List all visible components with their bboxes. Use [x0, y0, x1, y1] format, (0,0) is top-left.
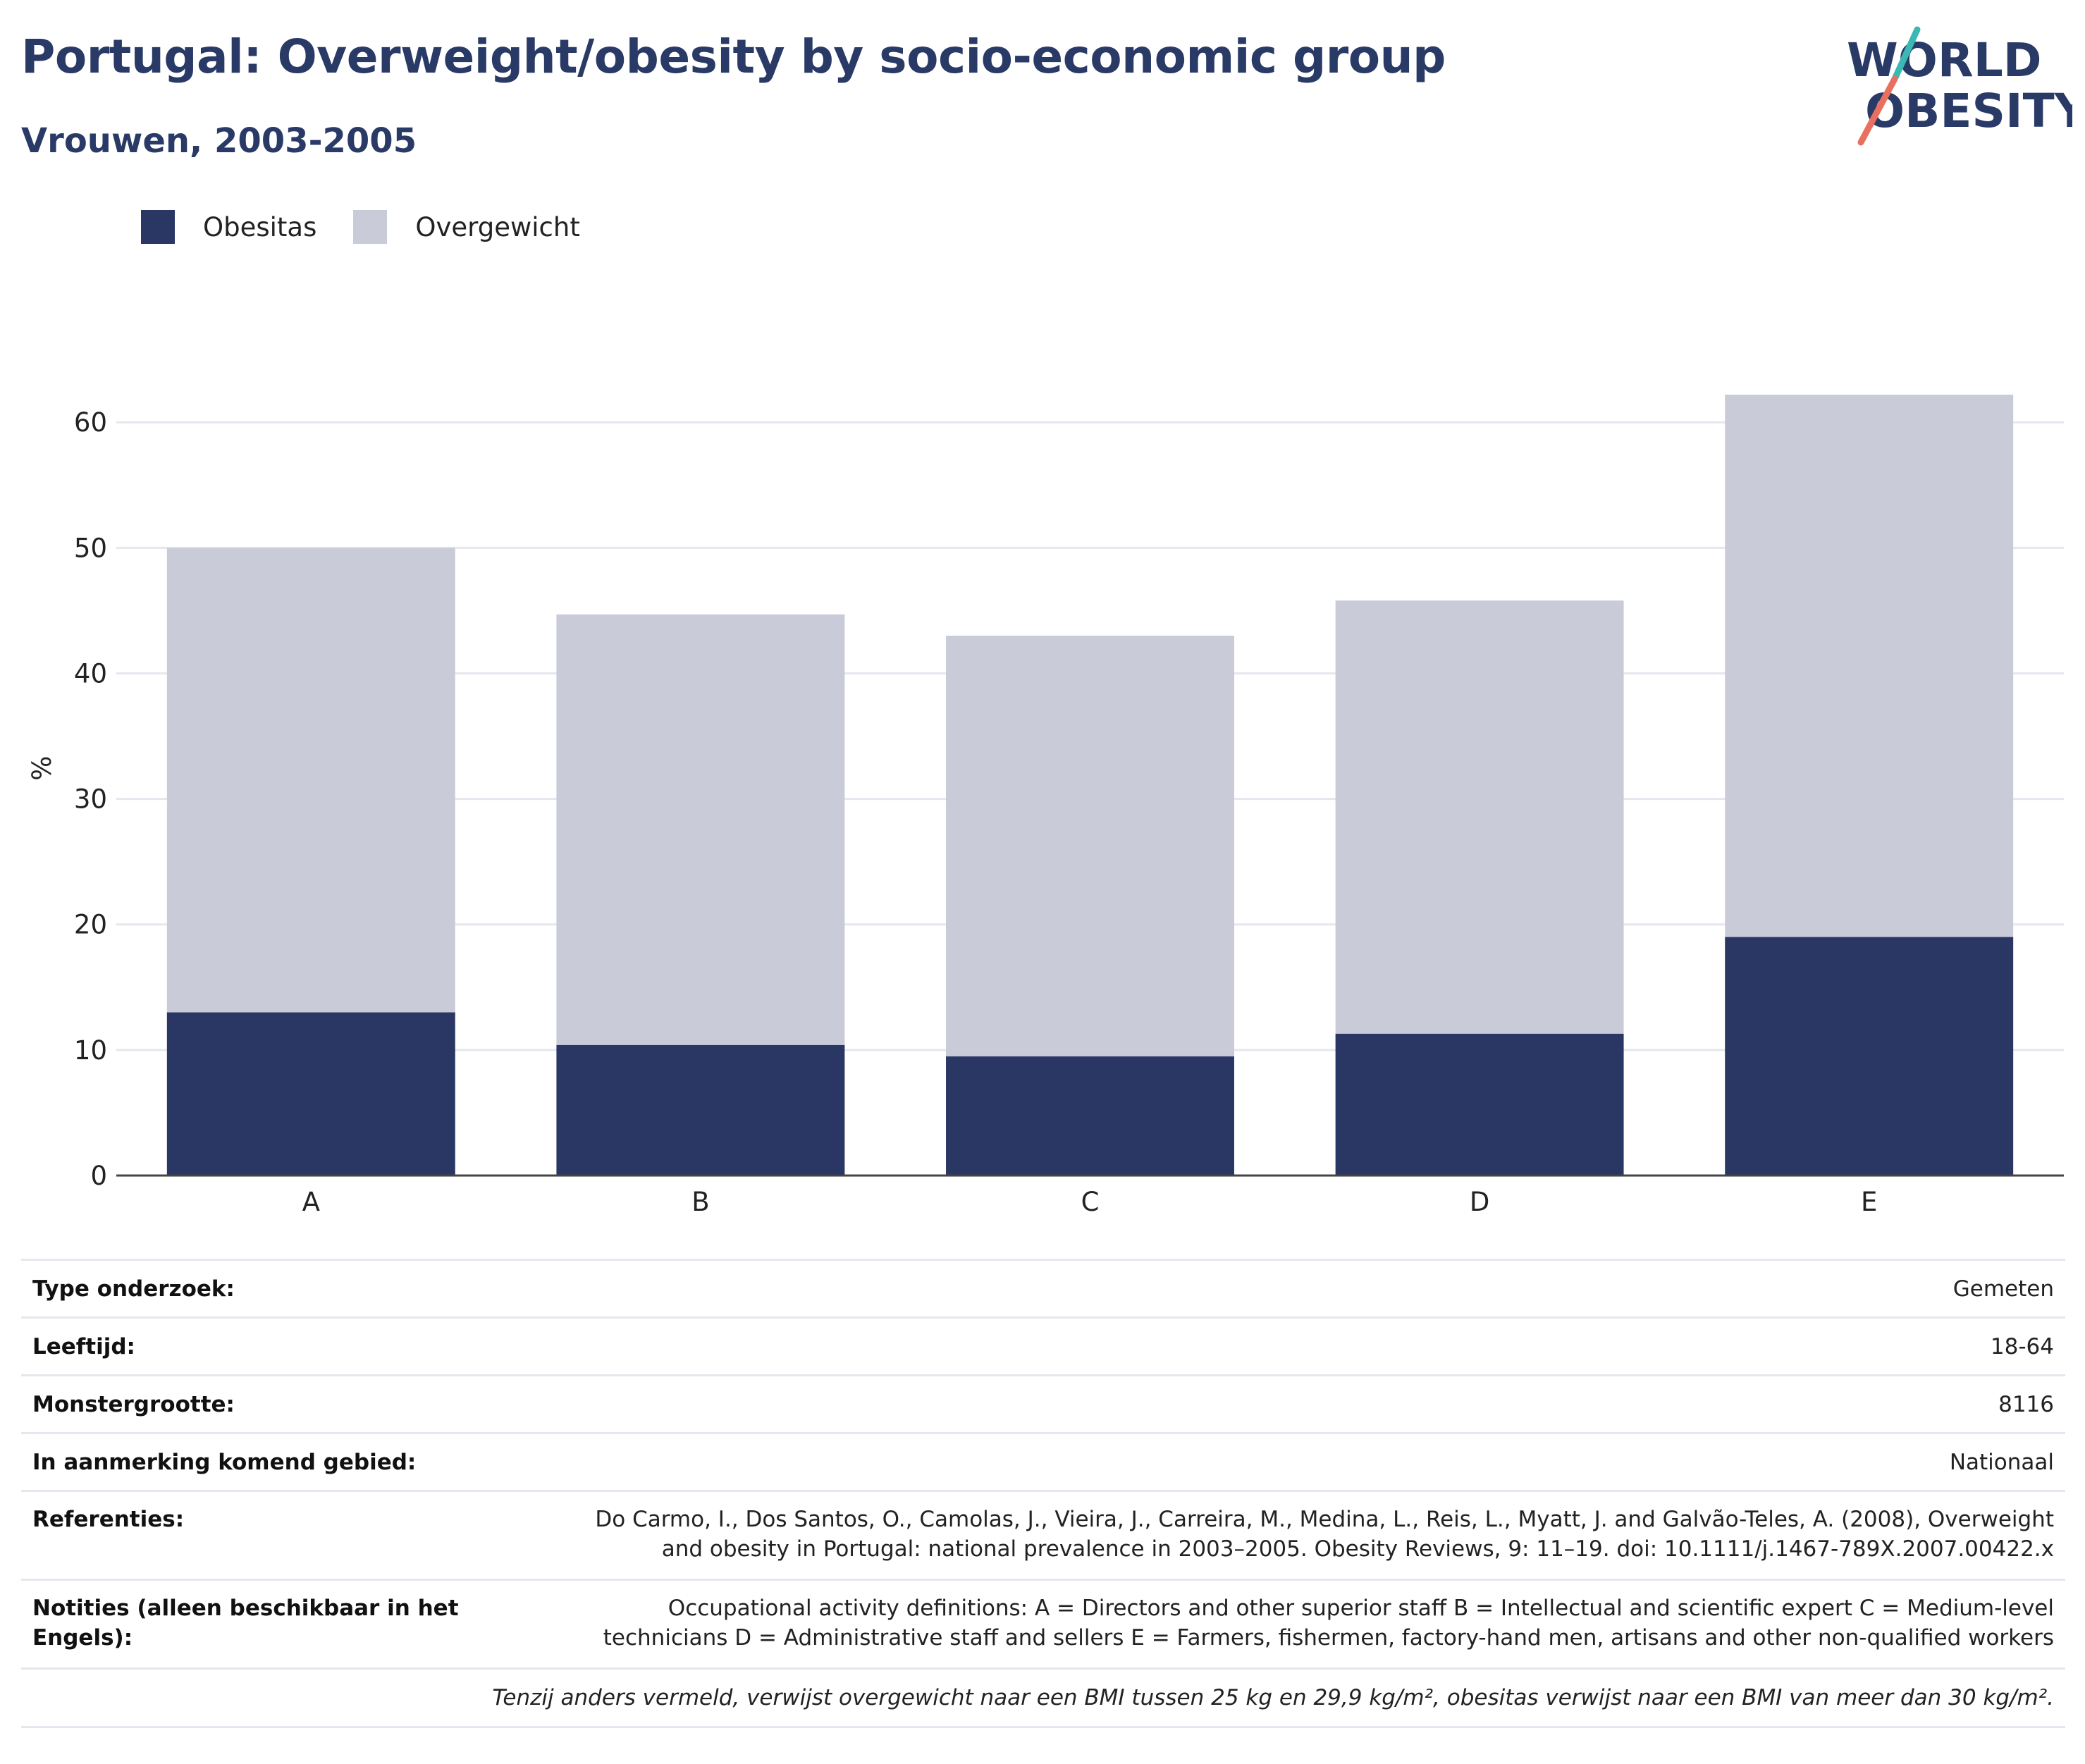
y-tick-label: 60 — [74, 407, 107, 438]
bar-chart: 0 10 20 30 40 50 60% A B C D E — [27, 395, 2064, 1217]
bar-overgewicht-e — [1725, 395, 2014, 937]
y-tick-label: 10 — [74, 1035, 107, 1066]
legend-label-overgewicht: Overgewicht — [415, 211, 580, 242]
bar-overgewicht-b — [556, 614, 845, 1045]
info-row-sample: Monstergrootte: 8116 — [21, 1374, 2065, 1432]
chart-title: Portugal: Overweight/obesity by socio-ec… — [21, 30, 1446, 84]
bmi-definition-note: Tenzij anders vermeld, verwijst overgewi… — [492, 1685, 2054, 1710]
info-key: Leeftijd: — [32, 1333, 135, 1359]
info-value: Nationaal — [1949, 1449, 2054, 1475]
bar-overgewicht-a — [166, 548, 455, 1013]
legend-swatch-obesitas — [141, 210, 175, 244]
note-line: Occupational activity definitions: A = D… — [668, 1596, 2054, 1621]
y-tick-label: 50 — [74, 533, 107, 563]
legend-label-obesitas: Obesitas — [203, 211, 317, 242]
y-tick-label: 40 — [74, 658, 107, 689]
info-row-age: Leeftijd: 18-64 — [21, 1316, 2065, 1374]
x-tick-label: B — [691, 1187, 709, 1217]
chart-legend: Obesitas Overgewicht — [141, 209, 617, 245]
info-key: Notities (alleen beschikbaar in het Enge… — [32, 1596, 459, 1651]
x-tick-label: D — [1470, 1187, 1490, 1217]
y-tick-label: 30 — [74, 784, 107, 815]
x-tick-label: A — [302, 1187, 320, 1217]
bar-obesitas-a — [166, 1012, 455, 1176]
info-table: Type onderzoek: Gemeten Leeftijd: 18-64 … — [21, 1259, 2065, 1728]
bar-obesitas-b — [556, 1044, 845, 1176]
info-value: Do Carmo, I., Dos Santos, O., Camolas, J… — [484, 1505, 2054, 1564]
x-tick-label: C — [1081, 1187, 1100, 1217]
info-value: 18-64 — [1990, 1333, 2054, 1359]
legend-swatch-overgewicht — [353, 210, 388, 244]
bar-obesitas-c — [946, 1056, 1234, 1176]
bar-obesitas-e — [1725, 937, 2014, 1176]
info-row-notes: Notities (alleen beschikbaar in het Enge… — [21, 1579, 2065, 1667]
info-value: Occupational activity definitions: A = D… — [484, 1593, 2054, 1653]
info-row-area: In aanmerking komend gebied: Nationaal — [21, 1432, 2065, 1490]
reference-line: Do Carmo, I., Dos Santos, O., Camolas, J… — [595, 1507, 2054, 1532]
info-value: 8116 — [1998, 1391, 2054, 1417]
chart-subtitle: Vrouwen, 2003-2005 — [21, 121, 417, 161]
legend-item-overgewicht[interactable]: Overgewicht — [353, 210, 580, 244]
info-row-references: Referenties: Do Carmo, I., Dos Santos, O… — [21, 1490, 2065, 1579]
y-axis-title: % — [27, 755, 57, 780]
info-key: In aanmerking komend gebied: — [32, 1449, 417, 1475]
legend-item-obesitas[interactable]: Obesitas — [141, 210, 316, 244]
world-obesity-logo: WORLD OBESITY — [1847, 26, 2072, 146]
reference-line: and obesity in Portugal: national preval… — [661, 1536, 2054, 1562]
x-tick-label: E — [1861, 1187, 1877, 1217]
y-tick-label: 20 — [74, 910, 107, 940]
info-key: Referenties: — [32, 1507, 185, 1532]
svg-text:OBESITY: OBESITY — [1865, 84, 2072, 138]
svg-text:WORLD: WORLD — [1847, 33, 2042, 87]
y-tick-label: 0 — [90, 1161, 107, 1191]
note-line: technicians D = Administrative staff and… — [603, 1625, 2054, 1651]
info-key: Monstergrootte: — [32, 1391, 235, 1417]
bar-overgewicht-c — [946, 636, 1234, 1056]
info-row-bmi-note: Tenzij anders vermeld, verwijst overgewi… — [21, 1667, 2065, 1728]
info-value: Gemeten — [1952, 1276, 2054, 1302]
bar-overgewicht-d — [1335, 600, 1624, 1034]
bar-obesitas-d — [1335, 1033, 1624, 1176]
info-row-type: Type onderzoek: Gemeten — [21, 1259, 2065, 1316]
info-key: Type onderzoek: — [32, 1276, 235, 1302]
